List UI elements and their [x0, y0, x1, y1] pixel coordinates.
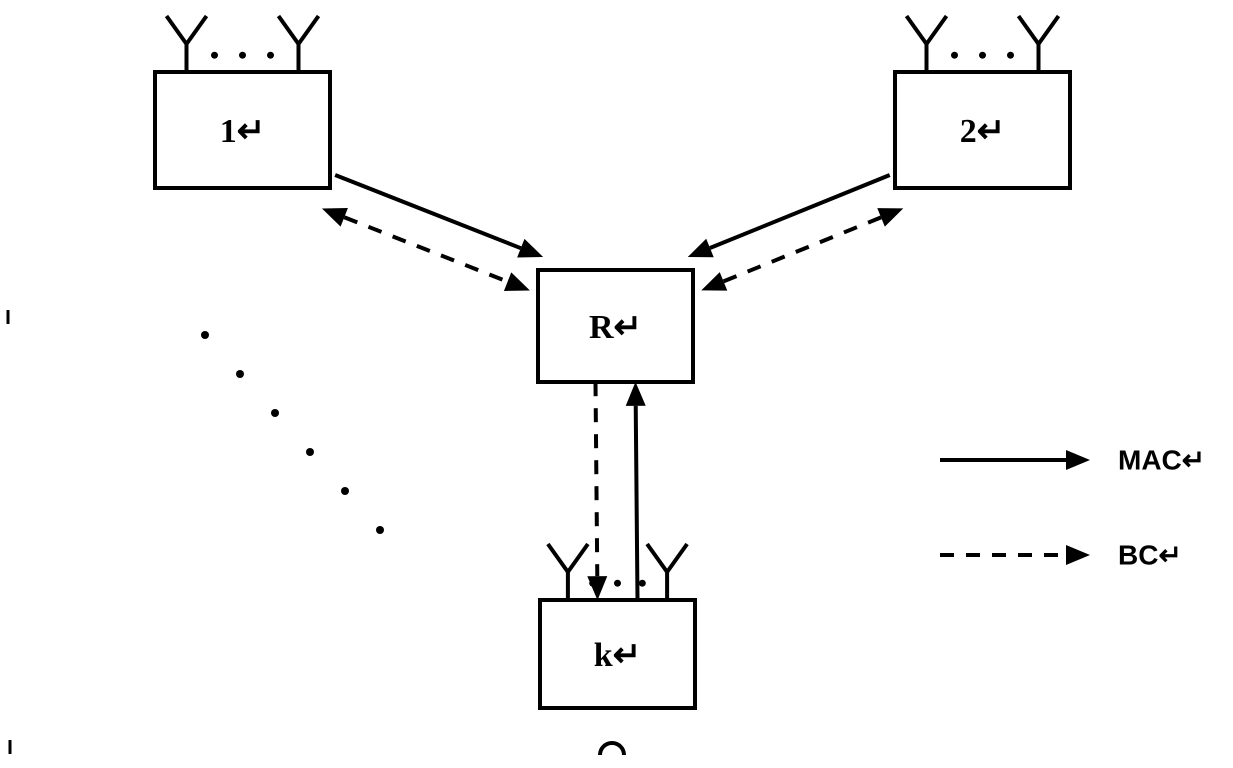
diagonal-ellipsis-dot	[201, 331, 209, 339]
arrow-line	[636, 406, 638, 600]
antenna-vee	[279, 16, 299, 44]
arrow-head	[504, 272, 530, 291]
antenna-vee	[568, 544, 588, 572]
stray-mark	[600, 743, 624, 755]
node-label-nR: R↵	[589, 309, 642, 346]
arrow-head	[626, 382, 646, 406]
ellipsis-dot	[614, 580, 621, 587]
arrow-head	[1066, 450, 1090, 470]
antenna-vee	[548, 544, 568, 572]
diagonal-ellipsis-dot	[306, 448, 314, 456]
arrow-head	[701, 272, 727, 291]
antenna-vee	[187, 16, 207, 44]
diagonal-ellipsis-dot	[376, 526, 384, 534]
antenna-vee	[667, 544, 687, 572]
ellipsis-dot	[239, 52, 246, 59]
arrow-head	[1066, 545, 1090, 565]
arrow-head	[877, 208, 903, 227]
ellipsis-dot	[267, 52, 274, 59]
antenna-vee	[1039, 16, 1059, 44]
antenna-vee	[927, 16, 947, 44]
node-label-nk: k↵	[594, 637, 641, 674]
arrow-line	[710, 175, 890, 248]
antenna-vee	[907, 16, 927, 44]
ellipsis-dot	[951, 52, 958, 59]
antenna-vee	[299, 16, 319, 44]
legend-label: BC↵	[1118, 539, 1182, 570]
node-label-n2: 2↵	[960, 113, 1006, 150]
diagonal-ellipsis-dot	[341, 487, 349, 495]
ellipsis-dot	[211, 52, 218, 59]
ellipsis-dot	[639, 580, 646, 587]
arrow-line	[596, 382, 598, 576]
antenna-vee	[167, 16, 187, 44]
node-label-n1: 1↵	[220, 113, 266, 150]
arrow-head	[688, 239, 714, 258]
ellipsis-dot	[1007, 52, 1014, 59]
legend-label: MAC↵	[1118, 444, 1205, 475]
diagonal-ellipsis-dot	[271, 409, 279, 417]
arrow-head	[322, 208, 348, 227]
arrow-head	[517, 239, 543, 258]
antenna-vee	[647, 544, 667, 572]
antenna-vee	[1019, 16, 1039, 44]
ellipsis-dot	[979, 52, 986, 59]
arrow-head	[587, 576, 607, 600]
arrow-line	[724, 217, 882, 281]
arrow-line	[335, 175, 521, 248]
arrow-line	[344, 217, 507, 281]
diagonal-ellipsis-dot	[236, 370, 244, 378]
